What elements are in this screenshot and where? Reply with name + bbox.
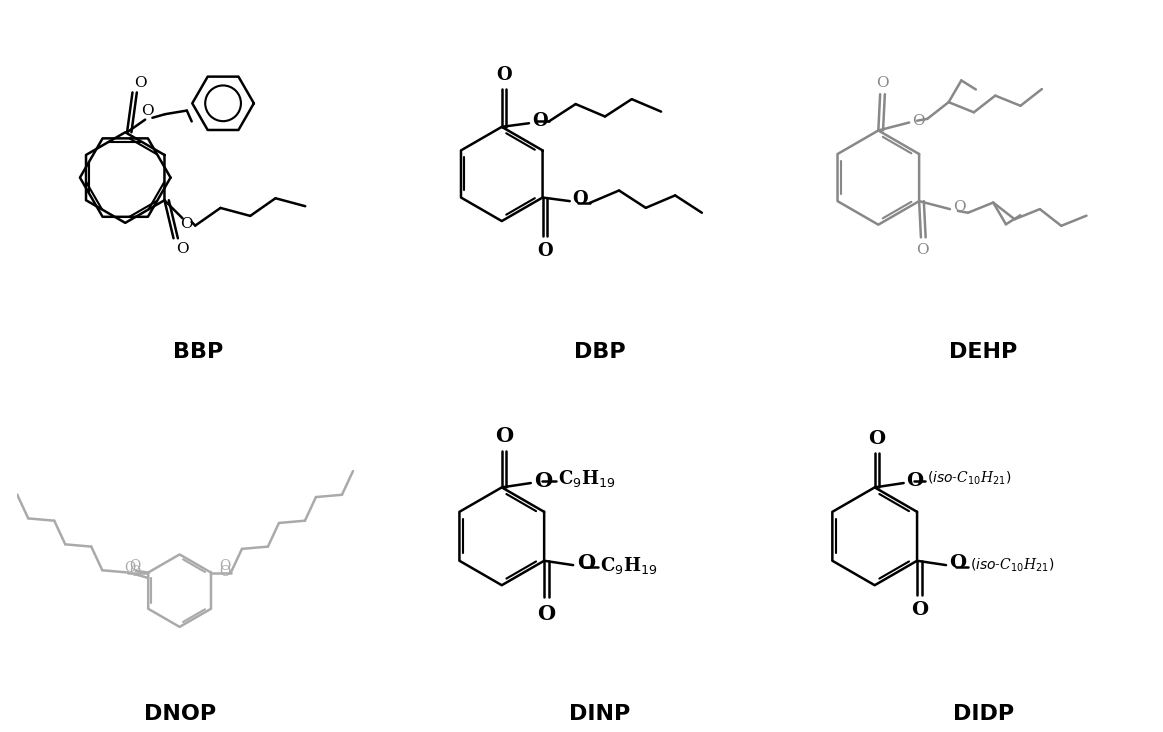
Text: DEHP: DEHP — [949, 342, 1018, 362]
Text: DBP: DBP — [573, 342, 626, 362]
Text: O: O — [495, 426, 513, 446]
Text: O: O — [141, 104, 154, 118]
Text: C$_9$H$_{19}$: C$_9$H$_{19}$ — [600, 555, 657, 575]
Text: O: O — [219, 559, 230, 573]
Text: O: O — [129, 565, 141, 579]
Text: BBP: BBP — [172, 342, 223, 362]
Text: O: O — [180, 217, 193, 231]
Text: O: O — [531, 113, 548, 130]
Text: C$_9$H$_{19}$: C$_9$H$_{19}$ — [558, 468, 615, 489]
Text: O: O — [497, 66, 512, 84]
Text: O: O — [911, 602, 928, 619]
Text: DNOP: DNOP — [143, 704, 215, 724]
Text: O: O — [129, 559, 141, 573]
Text: O: O — [912, 113, 925, 127]
Text: $(iso$-C$_{10}$H$_{21})$: $(iso$-C$_{10}$H$_{21})$ — [927, 470, 1012, 488]
Text: O: O — [219, 565, 230, 579]
Text: O: O — [577, 553, 595, 573]
Text: O: O — [907, 472, 923, 490]
Text: O: O — [916, 243, 929, 257]
Text: DINP: DINP — [569, 704, 630, 724]
Text: O: O — [869, 430, 885, 447]
Text: O: O — [124, 561, 136, 575]
Text: DIDP: DIDP — [952, 704, 1014, 724]
Text: O: O — [534, 471, 552, 491]
Text: O: O — [537, 603, 556, 624]
Text: O: O — [952, 201, 965, 214]
Text: O: O — [537, 242, 552, 260]
Text: O: O — [134, 76, 147, 90]
Text: O: O — [572, 190, 588, 209]
Text: O: O — [176, 242, 188, 256]
Text: O: O — [876, 76, 889, 90]
Text: $(iso$-C$_{10}$H$_{21})$: $(iso$-C$_{10}$H$_{21})$ — [970, 556, 1054, 574]
Text: O: O — [949, 554, 966, 572]
